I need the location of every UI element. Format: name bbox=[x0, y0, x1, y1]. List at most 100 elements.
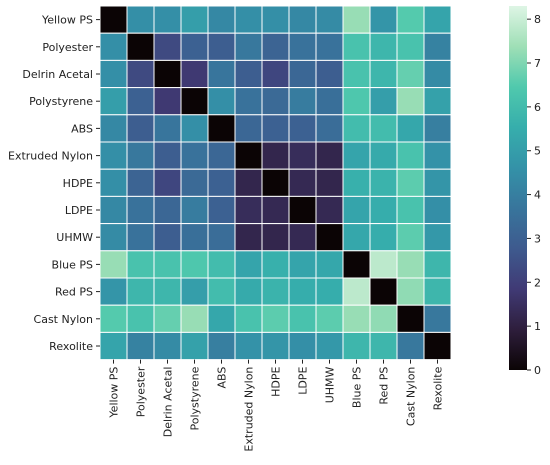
heatmap-cell bbox=[315, 168, 344, 197]
heatmap-cell bbox=[207, 250, 236, 279]
row-label: Delrin Acetal bbox=[22, 68, 93, 81]
column-label: HDPE bbox=[270, 367, 283, 397]
colorbar-tick-label: 3 bbox=[534, 232, 541, 245]
row-label: Red PS bbox=[55, 286, 93, 299]
heatmap-cell bbox=[261, 141, 290, 170]
row-label: Cast Nylon bbox=[34, 313, 93, 326]
colorbar: 0 1 2 3 4 5 6 7 8 bbox=[509, 6, 541, 377]
row-label: LDPE bbox=[65, 204, 93, 217]
heatmap-cell bbox=[315, 5, 344, 34]
heatmap-cell bbox=[423, 5, 452, 34]
heatmap-cell bbox=[288, 304, 317, 333]
heatmap-cell bbox=[342, 250, 371, 279]
heatmap-cell bbox=[315, 32, 344, 61]
heatmap-cell bbox=[207, 87, 236, 116]
heatmap-cell bbox=[153, 141, 182, 170]
row-labels: Yellow PS Polyester Delrin Acetal Polystyre… bbox=[8, 14, 100, 353]
heatmap-cell bbox=[99, 87, 128, 116]
heatmap-cell bbox=[180, 32, 209, 61]
heatmap-cell bbox=[99, 5, 128, 34]
heatmap-cell bbox=[153, 195, 182, 225]
heatmap-cell bbox=[369, 32, 398, 61]
heatmap-cell bbox=[99, 331, 128, 361]
heatmap-cell bbox=[99, 250, 128, 279]
heatmap-cell bbox=[207, 168, 236, 197]
heatmap-cell bbox=[234, 5, 263, 34]
heatmap-cell bbox=[261, 168, 290, 197]
heatmap-cell bbox=[369, 141, 398, 170]
heatmap-cell bbox=[180, 304, 209, 333]
heatmap-cell bbox=[153, 32, 182, 61]
heatmap-cell bbox=[396, 114, 425, 143]
heatmap-cell bbox=[126, 304, 155, 333]
heatmap-cell bbox=[234, 223, 263, 252]
heatmap-cell bbox=[288, 277, 317, 306]
row-label: Yellow PS bbox=[41, 14, 93, 27]
heatmap-cell bbox=[261, 32, 290, 61]
heatmap-cell bbox=[396, 32, 425, 61]
column-label: Polystyrene bbox=[189, 366, 202, 430]
heatmap-cell bbox=[153, 277, 182, 306]
heatmap-cell bbox=[342, 195, 371, 225]
heatmap-cell bbox=[180, 5, 209, 34]
heatmap-cell bbox=[126, 114, 155, 143]
heatmap-cell bbox=[180, 168, 209, 197]
colorbar-tick-label: 0 bbox=[534, 364, 541, 377]
heatmap-cell bbox=[234, 87, 263, 116]
heatmap-cell bbox=[369, 304, 398, 333]
heatmap-cell bbox=[396, 168, 425, 197]
heatmap-cell bbox=[369, 87, 398, 116]
heatmap-cell bbox=[369, 114, 398, 143]
heatmap-cell bbox=[369, 5, 398, 34]
heatmap-cell bbox=[126, 331, 155, 361]
heatmap-cell bbox=[288, 32, 317, 61]
heatmap-cell bbox=[423, 304, 452, 333]
heatmap-cell bbox=[180, 114, 209, 143]
heatmap-cell bbox=[288, 5, 317, 34]
heatmap-cell bbox=[207, 59, 236, 89]
heatmap-cell bbox=[396, 331, 425, 361]
heatmap-cell bbox=[369, 168, 398, 197]
heatmap-cell bbox=[369, 331, 398, 361]
heatmap-cell bbox=[396, 223, 425, 252]
heatmap-cell bbox=[234, 195, 263, 225]
heatmap-cell bbox=[207, 304, 236, 333]
colorbar-tick-label: 2 bbox=[534, 276, 541, 289]
row-label: HDPE bbox=[63, 177, 93, 190]
heatmap-cell bbox=[369, 223, 398, 252]
column-labels: Yellow PS Polyester Delrin Acetal Polystyre… bbox=[108, 359, 445, 452]
heatmap-cell bbox=[126, 250, 155, 279]
heatmap-cell bbox=[180, 250, 209, 279]
row-label: Blue PS bbox=[52, 258, 93, 271]
heatmap-cell bbox=[342, 331, 371, 361]
heatmap-cell bbox=[396, 87, 425, 116]
heatmap-cell bbox=[99, 168, 128, 197]
heatmap-cell bbox=[126, 277, 155, 306]
heatmap-cell bbox=[342, 114, 371, 143]
heatmap-cell bbox=[153, 304, 182, 333]
heatmap-cell bbox=[396, 277, 425, 306]
heatmap-cell bbox=[126, 168, 155, 197]
heatmap-cell bbox=[423, 59, 452, 89]
heatmap-cell bbox=[180, 59, 209, 89]
colorbar-tick-label: 4 bbox=[534, 189, 541, 202]
column-label: Polyester bbox=[135, 366, 148, 417]
heatmap-cell bbox=[342, 304, 371, 333]
row-label: Extruded Nylon bbox=[8, 150, 93, 163]
heatmap-cell bbox=[126, 195, 155, 225]
heatmap-cell bbox=[234, 331, 263, 361]
heatmap-cell bbox=[423, 141, 452, 170]
heatmap-cell bbox=[126, 223, 155, 252]
heatmap-cell bbox=[126, 87, 155, 116]
heatmap-cell bbox=[207, 141, 236, 170]
heatmap-cell bbox=[315, 223, 344, 252]
heatmap-cell bbox=[180, 277, 209, 306]
column-label: LDPE bbox=[297, 367, 310, 395]
heatmap-cell bbox=[423, 331, 452, 361]
heatmap-cell bbox=[261, 223, 290, 252]
heatmap-cells bbox=[99, 5, 452, 361]
colorbar-tick-label: 7 bbox=[534, 57, 541, 70]
heatmap-cell bbox=[261, 87, 290, 116]
heatmap-cell bbox=[315, 331, 344, 361]
